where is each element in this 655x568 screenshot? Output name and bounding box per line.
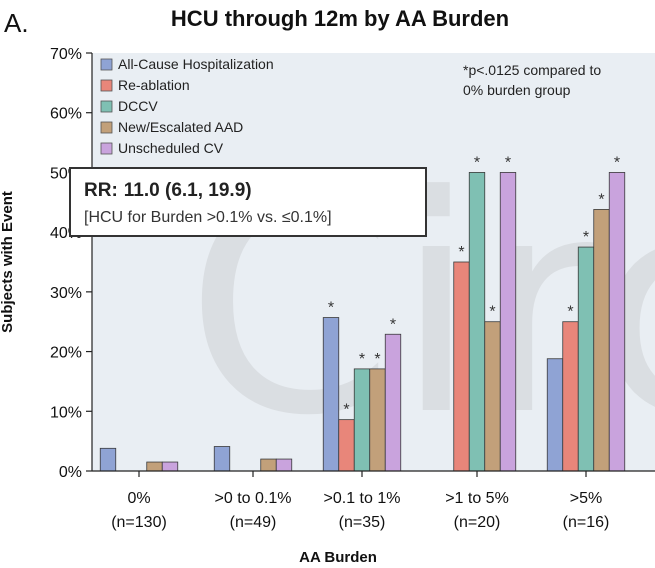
significance-star: *: [614, 154, 620, 171]
chart-title: HCU through 12m by AA Burden: [171, 6, 509, 31]
x-category-count: (n=49): [230, 514, 277, 531]
y-tick-label: 10%: [50, 404, 82, 421]
x-category-count: (n=16): [563, 514, 610, 531]
significance-star: *: [374, 351, 380, 368]
significance-star: *: [474, 154, 480, 171]
bar-new-escalated-aad: [369, 368, 386, 472]
rr-annotation-box: RR: 11.0 (6.1, 19.9) [HCU for Burden >0.1…: [69, 167, 427, 237]
significance-star: *: [505, 154, 511, 171]
bar-all-cause-hospitalization: [99, 447, 117, 472]
x-axis-title: AA Burden: [299, 549, 377, 566]
bar-dccv: [468, 172, 486, 472]
legend-swatch: [100, 58, 113, 71]
significance-star: *: [328, 300, 334, 317]
y-tick-label: 0%: [59, 464, 82, 481]
legend-swatch: [100, 142, 113, 155]
bar-dccv: [353, 368, 371, 472]
significance-note-line2: 0% burden group: [463, 82, 571, 98]
bar-unscheduled-cv: [499, 172, 517, 472]
bar-unscheduled-cv: [384, 333, 402, 472]
legend-label: DCCV: [118, 98, 158, 114]
legend-swatch: [100, 100, 113, 113]
significance-star: *: [390, 316, 396, 333]
x-category-label: >0 to 0.1%: [215, 490, 292, 507]
significance-star: *: [583, 229, 589, 246]
x-category-count: (n=35): [339, 514, 386, 531]
bar-unscheduled-cv: [608, 172, 626, 472]
y-tick-label: 60%: [50, 106, 82, 123]
bar-unscheduled-cv: [275, 458, 293, 472]
significance-star: *: [489, 304, 495, 321]
bar-new-escalated-aad: [484, 321, 501, 472]
y-tick-label: 30%: [50, 285, 82, 302]
rr-value: 11.0 (6.1, 19.9): [124, 180, 252, 201]
significance-star: *: [359, 351, 365, 368]
significance-note-line1: *p<.0125 compared to: [463, 62, 601, 78]
rr-box-border: [69, 167, 427, 237]
panel-letter: A.: [4, 8, 29, 38]
significance-star: *: [343, 402, 349, 419]
x-category-label: >1 to 5%: [445, 490, 509, 507]
legend-label: New/Escalated AAD: [118, 119, 243, 135]
legend: All-Cause Hospitalization Re-ablation DCCV…: [100, 56, 274, 156]
rr-line2: [HCU for Burden >0.1% vs. ≤0.1%]: [84, 209, 332, 226]
bar-new-escalated-aad: [260, 458, 277, 472]
significance-star: *: [567, 304, 573, 321]
rr-line1: RR: 11.0 (6.1, 19.9): [84, 180, 252, 201]
x-category-count: (n=20): [454, 514, 501, 531]
bar-re-ablation: [338, 419, 355, 472]
bar-new-escalated-aad: [146, 461, 163, 472]
legend-swatch: [100, 79, 113, 92]
y-tick-label: 20%: [50, 345, 82, 362]
bar-re-ablation: [453, 261, 470, 472]
legend-label: Unscheduled CV: [118, 140, 224, 156]
bar-unscheduled-cv: [161, 461, 179, 472]
legend-swatch: [100, 121, 113, 134]
y-axis-ticks: 0%10%20%30%40%50%60%70%: [50, 46, 92, 481]
rr-label: RR:: [84, 180, 118, 201]
bar-marks: [99, 172, 626, 472]
legend-label: All-Cause Hospitalization: [118, 56, 274, 72]
x-category-label: 0%: [127, 490, 150, 507]
significance-star: *: [598, 191, 604, 208]
x-category-label: >0.1 to 1%: [324, 490, 401, 507]
significance-star: *: [458, 244, 464, 261]
bar-new-escalated-aad: [593, 209, 610, 472]
y-axis-title: Subjects with Event: [0, 191, 16, 333]
bar-all-cause-hospitalization: [213, 446, 231, 472]
bar-all-cause-hospitalization: [546, 358, 564, 472]
significance-markers: * * * * * * * * * * * * *: [328, 154, 620, 418]
bar-all-cause-hospitalization: [322, 317, 340, 472]
bar-re-ablation: [562, 321, 579, 472]
x-category-count: (n=130): [111, 514, 167, 531]
bar-dccv: [577, 246, 595, 472]
x-axis-categories: 0% (n=130) >0 to 0.1% (n=49) >0.1 to 1% (n=35…: [111, 471, 609, 531]
x-category-label: >5%: [570, 490, 602, 507]
legend-label: Re-ablation: [118, 77, 190, 93]
y-tick-label: 70%: [50, 46, 82, 63]
